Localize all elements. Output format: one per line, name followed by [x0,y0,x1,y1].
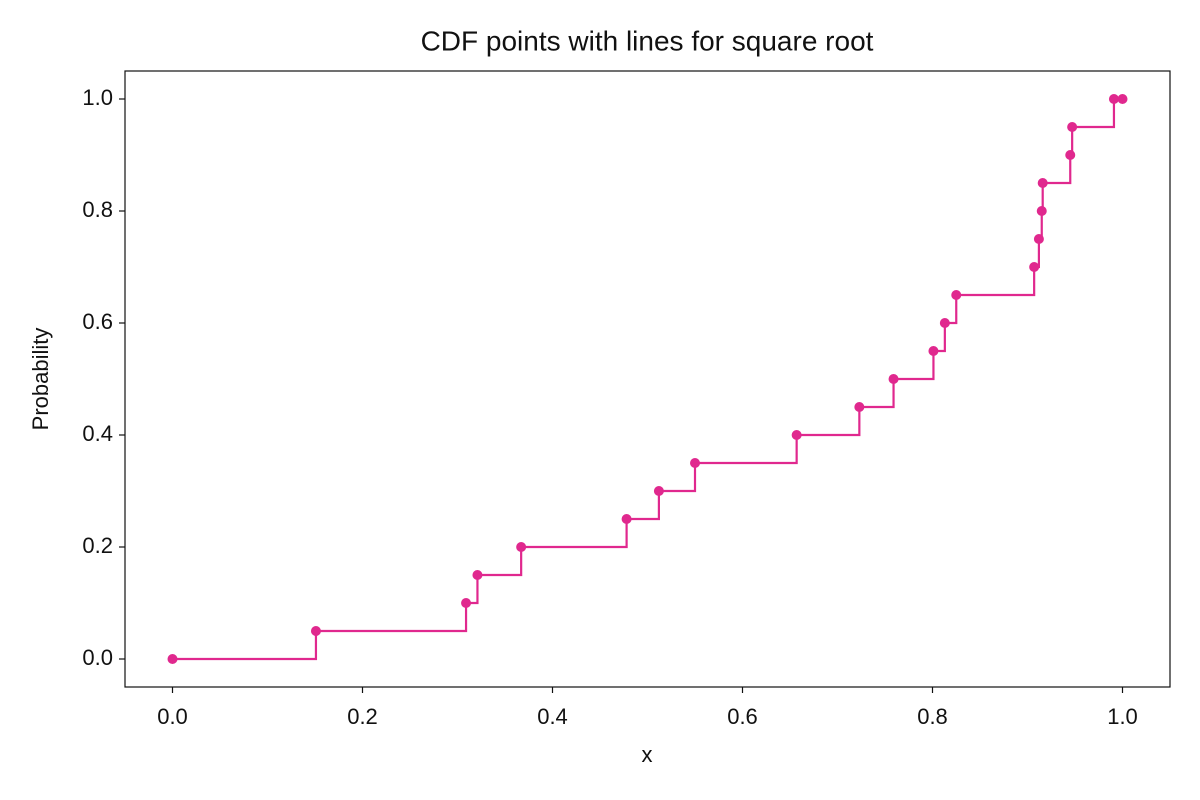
point [461,598,472,608]
point [888,374,899,384]
y-tick-label: 0.2 [82,533,113,558]
point [1108,94,1119,104]
point [653,486,664,496]
point [854,402,865,412]
point [1037,178,1048,188]
y-tick-label: 0.0 [82,645,113,670]
point [951,290,962,300]
x-tick-label: 0.4 [537,704,568,729]
x-tick-label: 0.0 [157,704,188,729]
point [1033,234,1044,244]
point [472,570,483,580]
point [690,458,700,468]
x-tick-label: 0.8 [917,704,948,729]
point [167,654,178,664]
x-tick-label: 1.0 [1107,704,1138,729]
y-tick-label: 1.0 [82,85,113,110]
x-tick-label: 0.6 [727,704,758,729]
cdf-line [172,97,1123,661]
y-tick-label: 0.8 [82,197,113,222]
point [1065,150,1076,160]
y-tick-label: 0.6 [82,309,113,334]
y-tick-label: 0.4 [82,421,113,446]
plot-frame [124,70,1171,688]
point [516,542,527,552]
chart-title: CDF points with lines for square root [421,25,874,56]
point [310,626,321,636]
point [939,318,950,328]
point [791,430,802,440]
point [1029,262,1040,272]
point [1067,122,1078,132]
point [1117,94,1128,104]
point [621,514,632,524]
x-tick-label: 0.2 [347,704,378,729]
x-axis-label: x [642,742,653,767]
y-axis-label: Probability [28,328,53,431]
point [928,346,939,356]
point [1036,206,1047,216]
